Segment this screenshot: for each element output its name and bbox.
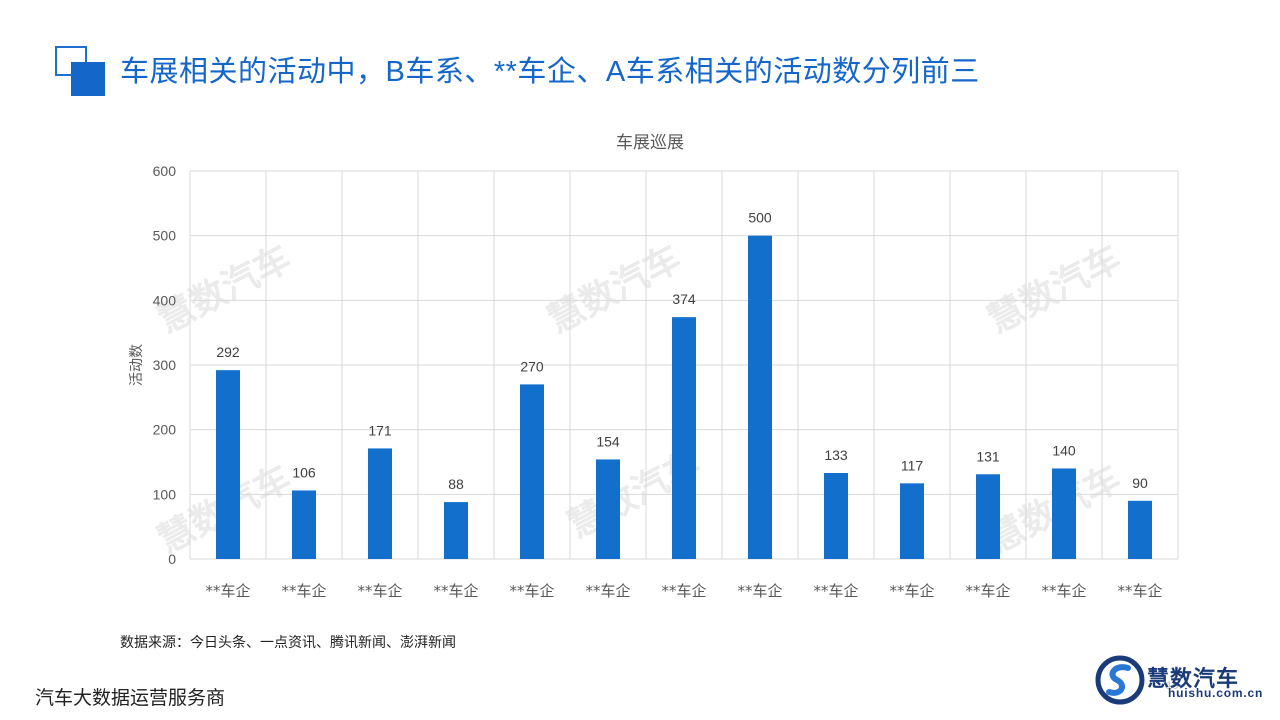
bar: [216, 370, 240, 559]
x-tick-label: **车企: [737, 582, 782, 600]
y-tick-label: 200: [153, 422, 177, 438]
bar: [520, 384, 544, 559]
bar: [976, 474, 1000, 559]
data-source-note: 数据来源：今日头条、一点资讯、腾讯新闻、澎湃新闻: [120, 634, 456, 650]
x-tick-label: **车企: [509, 582, 554, 600]
watermark-text: 慧数汽车: [981, 238, 1127, 342]
bar: [368, 448, 392, 559]
data-label: 131: [976, 448, 1000, 464]
y-tick-label: 400: [153, 292, 177, 308]
data-label: 171: [368, 422, 392, 438]
page-title: 车展相关的活动中，B车系、**车企、A车系相关的活动数分列前三: [120, 56, 980, 88]
y-tick-label: 100: [153, 486, 177, 502]
x-tick-label: **车企: [813, 582, 858, 600]
data-label: 90: [1132, 475, 1148, 491]
brand-name: 慧数汽车: [1147, 666, 1240, 691]
data-label: 88: [448, 476, 464, 492]
x-tick-label: **车企: [357, 582, 402, 600]
x-tick-label: **车企: [433, 582, 478, 600]
bar: [1052, 468, 1076, 559]
data-label: 106: [292, 464, 316, 480]
bar: [596, 459, 620, 559]
chart-title: 车展巡展: [616, 133, 684, 153]
data-label: 270: [520, 358, 544, 374]
data-label: 154: [596, 433, 620, 449]
x-tick-label: **车企: [965, 582, 1010, 600]
bar: [672, 317, 696, 559]
y-tick-label: 0: [168, 551, 176, 567]
page-number: 16: [1166, 680, 1179, 692]
bar: [292, 490, 316, 559]
title-square-filled: [71, 62, 105, 96]
bar: [748, 235, 772, 559]
watermark-text: 慧数汽车: [541, 238, 687, 342]
data-label: 292: [216, 344, 240, 360]
x-tick-label: **车企: [281, 582, 326, 600]
x-tick-label: **车企: [661, 582, 706, 600]
bar: [824, 472, 848, 559]
y-tick-label: 300: [153, 357, 177, 373]
bar: [444, 502, 468, 559]
x-tick-label: **车企: [585, 582, 630, 600]
data-label: 374: [672, 291, 696, 307]
data-label: 140: [1052, 442, 1076, 458]
x-tick-label: **车企: [1041, 582, 1086, 600]
bar: [900, 483, 924, 559]
x-tick-label: **车企: [1117, 582, 1162, 600]
brand-url: huishu.com.cn: [1168, 686, 1264, 700]
footer-tagline: 汽车大数据运营服务商: [35, 688, 226, 709]
data-label: 500: [748, 210, 772, 226]
bar-chart: 慧数汽车慧数汽车慧数汽车慧数汽车慧数汽车慧数汽车0100200300400500…: [129, 133, 1179, 600]
y-tick-label: 500: [153, 228, 177, 244]
data-label: 133: [824, 447, 848, 463]
y-axis-label: 活动数: [129, 344, 145, 386]
brand-logo: 慧数汽车 huishu.com.cn: [1095, 655, 1270, 710]
y-tick-label: 600: [153, 163, 177, 179]
title-decoration: [55, 46, 107, 96]
watermark-text: 慧数汽车: [151, 238, 297, 342]
brand-mark-icon: [1095, 655, 1145, 705]
x-tick-label: **车企: [889, 582, 934, 600]
bar: [1128, 500, 1152, 559]
x-tick-label: **车企: [205, 582, 250, 600]
data-label: 117: [901, 457, 924, 473]
